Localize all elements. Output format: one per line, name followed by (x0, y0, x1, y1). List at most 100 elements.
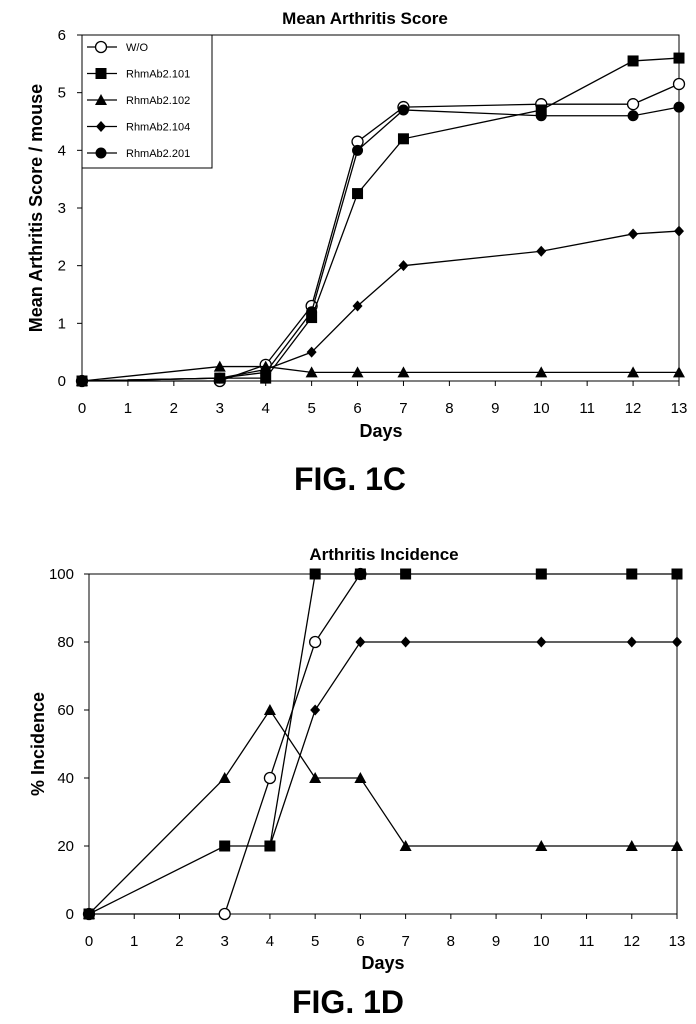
x-tick-label: 10 (533, 933, 550, 950)
x-tick-label: 1 (124, 400, 132, 417)
data-point (264, 773, 275, 784)
data-point (355, 637, 365, 648)
legend-label: RhmAb2.102 (126, 95, 190, 107)
y-axis-label: % Incidence (28, 692, 48, 796)
series-line (82, 231, 679, 381)
figure-caption: FIG. 1C (294, 461, 406, 497)
x-tick-label: 5 (311, 933, 319, 950)
x-tick-label: 5 (307, 400, 315, 417)
x-axis-label: Days (361, 953, 404, 973)
data-point (628, 110, 639, 121)
x-tick-label: 12 (625, 400, 642, 417)
series-square (84, 569, 683, 920)
x-tick-label: 13 (669, 933, 686, 950)
series-line (89, 574, 360, 914)
data-point (260, 367, 271, 378)
x-tick-label: 6 (353, 400, 361, 417)
legend-item: RhmAb2.201 (87, 148, 190, 161)
data-point (264, 704, 276, 715)
y-tick-label: 60 (57, 702, 74, 719)
x-tick-label: 4 (266, 933, 274, 950)
data-point (310, 705, 320, 716)
data-point (674, 226, 684, 237)
y-tick-label: 80 (57, 634, 74, 651)
y-tick-label: 0 (58, 373, 66, 390)
x-tick-label: 6 (356, 933, 364, 950)
data-point (674, 79, 685, 90)
x-tick-label: 2 (175, 933, 183, 950)
chart-mean-arthritis-score: Mean Arthritis Score Days Mean Arthritis… (26, 9, 687, 497)
data-point (401, 637, 411, 648)
data-point (310, 569, 321, 580)
x-tick-label: 4 (262, 400, 270, 417)
legend-item: RhmAb2.101 (87, 68, 190, 81)
x-tick-label: 11 (579, 933, 595, 950)
y-tick-label: 40 (57, 770, 74, 787)
legend-marker (96, 42, 107, 53)
series-line (89, 574, 677, 914)
data-point (310, 637, 321, 648)
y-tick-label: 4 (58, 142, 66, 159)
data-point (219, 772, 231, 783)
data-point (628, 55, 639, 66)
chart-title: Arthritis Incidence (309, 545, 458, 564)
y-ticks: 0 20 40 60 80 100 (49, 566, 89, 923)
series-open-circle (84, 569, 366, 920)
legend-label: RhmAb2.101 (126, 69, 190, 81)
data-point (219, 841, 230, 852)
y-tick-label: 1 (58, 315, 66, 332)
data-point (352, 188, 363, 199)
series-triangle (83, 704, 683, 919)
x-tick-label: 12 (623, 933, 640, 950)
series-diamond (265, 637, 682, 852)
chart-title: Mean Arthritis Score (282, 9, 448, 28)
data-point (398, 104, 409, 115)
x-tick-label: 7 (399, 400, 407, 417)
x-tick-label: 9 (492, 933, 500, 950)
data-point (400, 569, 411, 580)
data-point (536, 569, 547, 580)
data-point (536, 637, 546, 648)
data-point (674, 102, 685, 113)
x-tick-label: 8 (447, 933, 455, 950)
series-line (270, 642, 677, 846)
data-point (674, 53, 685, 64)
chart-arthritis-incidence: Arthritis Incidence Days % Incidence 012… (28, 545, 685, 1020)
x-tick-label: 7 (401, 933, 409, 950)
series-line (89, 710, 677, 914)
legend-label: RhmAb2.201 (126, 148, 190, 160)
data-point (628, 99, 639, 110)
plot-area (89, 574, 677, 914)
y-tick-label: 0 (66, 906, 74, 923)
figure-caption: FIG. 1D (292, 984, 404, 1020)
data-point (214, 373, 225, 384)
data-point (219, 909, 230, 920)
data-point (77, 376, 88, 387)
data-point (306, 306, 317, 317)
x-tick-label: 3 (221, 933, 229, 950)
data-point (627, 637, 637, 648)
data-point (672, 569, 683, 580)
data-point (352, 145, 363, 156)
data-point (628, 228, 638, 239)
legend-label: RhmAb2.104 (126, 122, 190, 134)
series-triangle (76, 361, 685, 386)
legend: W/O RhmAb2.101 RhmAb2.102 RhmAb2.104 RhmAb2.… (82, 35, 212, 168)
x-ticks: 012345678910111213 (78, 381, 688, 417)
y-tick-label: 100 (49, 566, 74, 583)
series-diamond (77, 226, 684, 387)
data-point (626, 569, 637, 580)
x-tick-label: 9 (491, 400, 499, 417)
legend-marker (96, 68, 107, 79)
x-tick-label: 8 (445, 400, 453, 417)
x-tick-label: 1 (130, 933, 138, 950)
x-tick-label: 2 (170, 400, 178, 417)
data-point (672, 637, 682, 648)
x-tick-label: 3 (216, 400, 224, 417)
x-tick-label: 13 (671, 400, 688, 417)
y-tick-label: 3 (58, 200, 66, 217)
legend-label: W/O (126, 42, 148, 54)
y-tick-label: 20 (57, 838, 74, 855)
data-point (398, 133, 409, 144)
data-point (355, 569, 366, 580)
